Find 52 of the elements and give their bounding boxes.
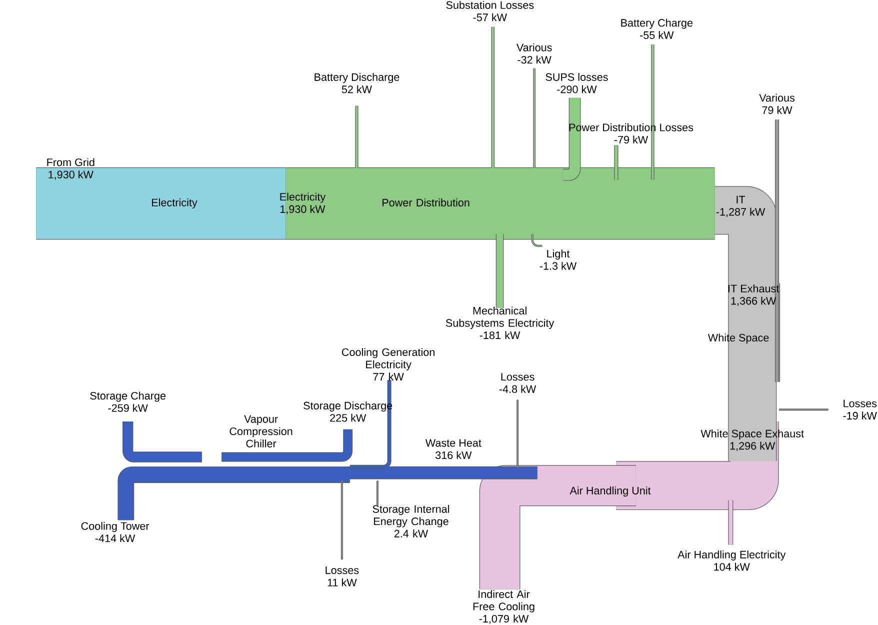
category-label: Losses bbox=[326, 566, 359, 574]
data-label: 1,930 kW bbox=[48, 170, 94, 180]
text: Electricity bbox=[152, 198, 198, 209]
data-label: 1,930 kW bbox=[280, 205, 326, 214]
category-label: Cooling Generation Electricity bbox=[342, 348, 434, 371]
data-label: -1,079 kW bbox=[479, 614, 529, 624]
category-label: Losses bbox=[844, 400, 877, 408]
data-label: -290 kW bbox=[557, 85, 597, 94]
data-label: 77 kW bbox=[373, 372, 404, 381]
category-label: Losses bbox=[501, 373, 534, 381]
category-label: Battery Discharge bbox=[314, 73, 400, 84]
data-label: -32 kW bbox=[518, 56, 552, 64]
data-label: 1,366 kW bbox=[731, 296, 776, 306]
category-label: Various bbox=[516, 43, 552, 52]
category-label: Mechanical Subsystems Electricity bbox=[446, 306, 554, 330]
data-label: 1,296 kW bbox=[730, 442, 776, 452]
text: Vapour Compression Chiller bbox=[230, 415, 292, 448]
category-label: SUPS losses bbox=[546, 73, 608, 82]
category-label: Various bbox=[759, 94, 795, 102]
category-label: From Grid bbox=[47, 158, 94, 166]
data-label: -4.8 kW bbox=[499, 385, 536, 394]
category-label: Storage Internal Energy Change bbox=[372, 505, 450, 528]
data-label: -259 kW bbox=[108, 404, 148, 412]
data-label: 11 kW bbox=[328, 578, 357, 586]
category-label: Storage Charge bbox=[90, 392, 166, 402]
data-label: -1,287 kW bbox=[716, 208, 766, 218]
data-label: 316 kW bbox=[436, 451, 472, 460]
data-label: 79 kW bbox=[762, 106, 792, 114]
category-label: Light bbox=[547, 250, 570, 260]
data-label: -55 kW bbox=[640, 31, 674, 40]
category-label: Electricity bbox=[280, 192, 326, 203]
category-label: Cooling Tower bbox=[81, 522, 150, 532]
category-label: Waste Heat bbox=[425, 439, 482, 447]
category-label: IT Exhaust bbox=[728, 284, 780, 292]
data-label: 225 kW bbox=[330, 414, 366, 422]
category-label: Battery Charge bbox=[621, 18, 693, 29]
category-label: Air Handling Electricity bbox=[678, 550, 786, 561]
data-label: -19 kW bbox=[843, 412, 877, 420]
data-label: -79 kW bbox=[614, 136, 648, 144]
data-label: -181 kW bbox=[480, 331, 520, 340]
category-label: Indirect Air Free Cooling bbox=[473, 590, 534, 613]
data-label: 2.4 kW bbox=[394, 530, 428, 538]
data-label: -1.3 kW bbox=[540, 262, 577, 270]
data-label: -57 kW bbox=[473, 13, 507, 22]
category-label: Substation Losses bbox=[446, 1, 534, 9]
text: Air Handling Unit bbox=[570, 486, 651, 497]
data-label: -414 kW bbox=[95, 534, 136, 542]
text: Power Distribution bbox=[382, 198, 470, 207]
category-label: IT bbox=[736, 196, 746, 204]
data-label: 52 kW bbox=[342, 85, 372, 94]
text: White Space bbox=[708, 334, 769, 344]
data-label: 104 kW bbox=[714, 562, 750, 571]
